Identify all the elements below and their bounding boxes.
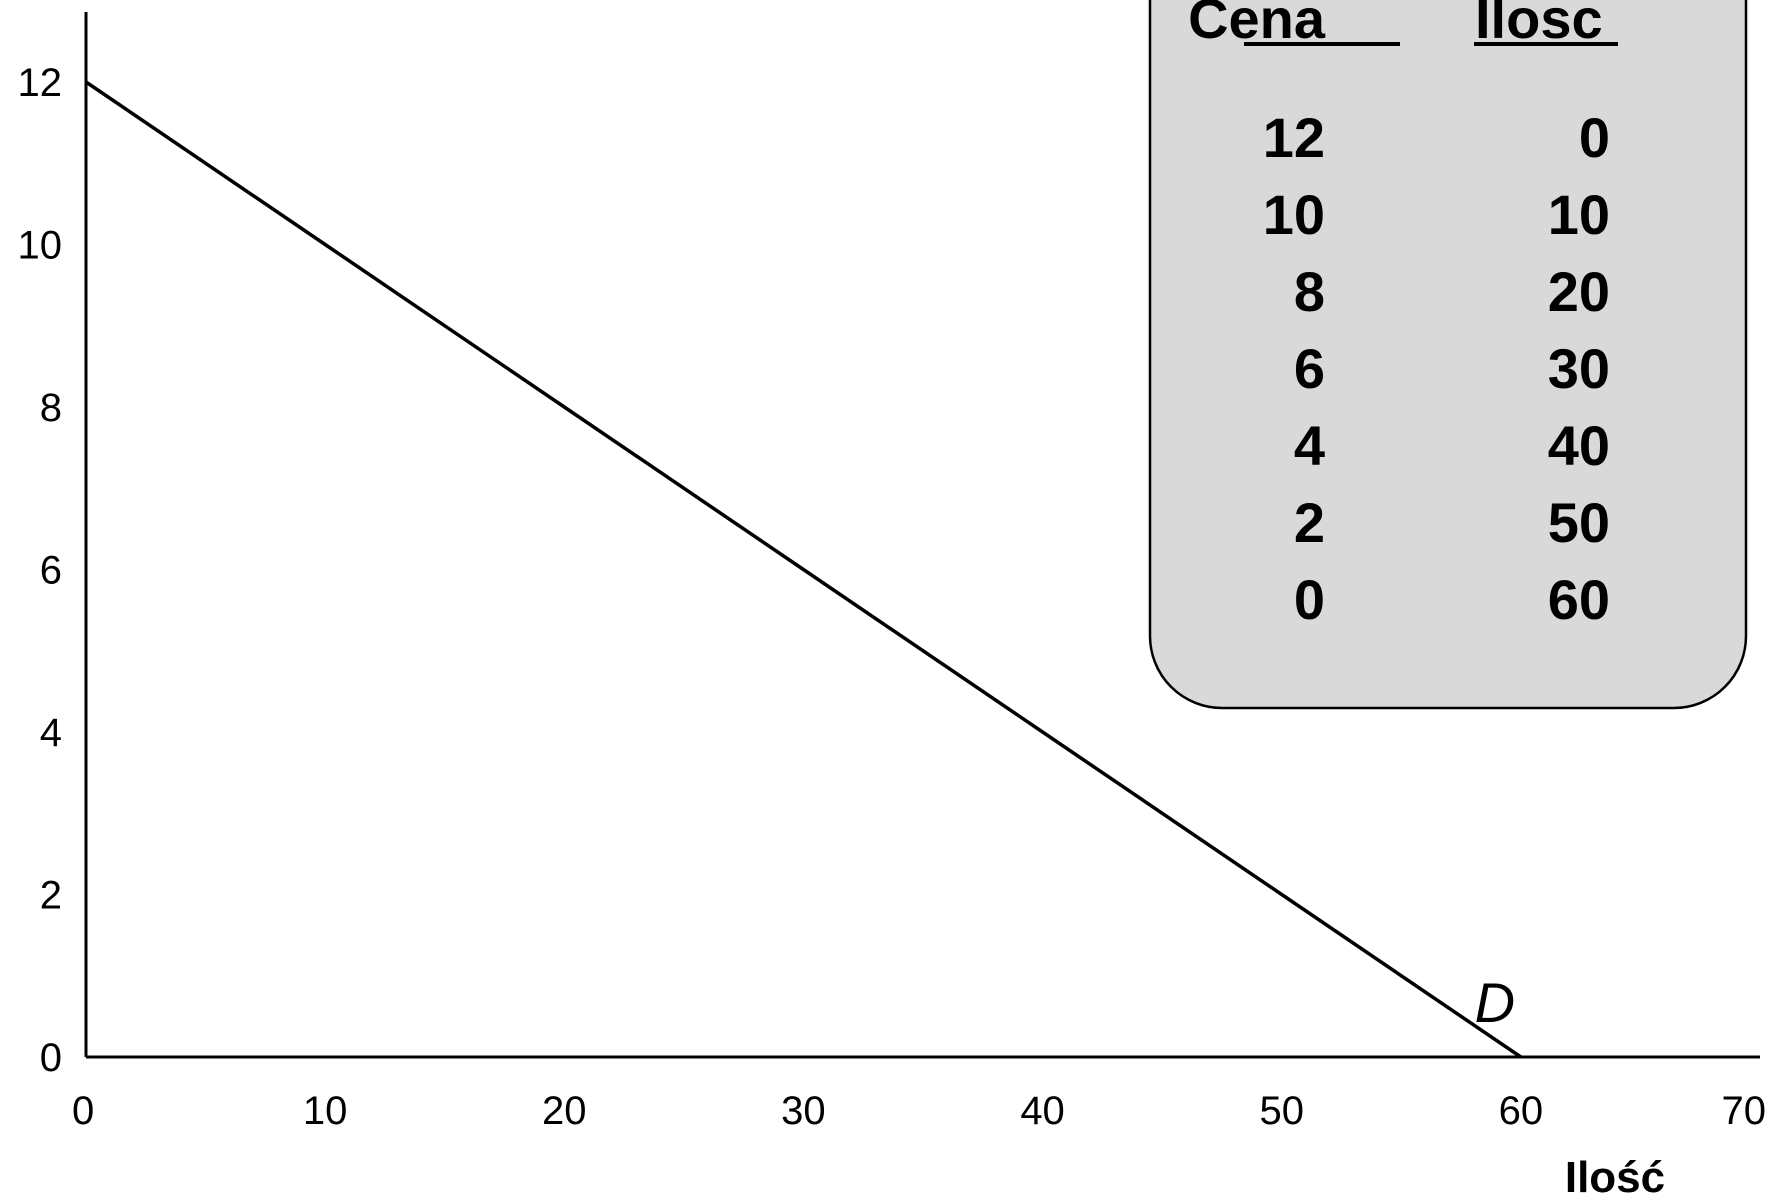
y-tick-label: 6 <box>40 549 62 593</box>
table-cell-quantity: 30 <box>1548 337 1610 400</box>
table-header-quantity: Ilosc <box>1475 0 1603 50</box>
table-cell-price: 6 <box>1294 337 1325 400</box>
table-cell-price: 0 <box>1294 568 1325 631</box>
y-tick-label: 12 <box>18 61 63 105</box>
x-tick-label: 60 <box>1499 1089 1544 1133</box>
table-cell-price: 2 <box>1294 491 1325 554</box>
x-axis-label: Ilość <box>1565 1153 1665 1200</box>
demand-curve-label: D <box>1475 971 1515 1034</box>
table-cell-quantity: 50 <box>1548 491 1610 554</box>
table-rows: 12 0 10 10 8 20 6 30 4 40 2 50 0 60 <box>1263 106 1610 631</box>
table-header-price: Cena <box>1188 0 1326 50</box>
data-table-background <box>1148 0 1748 710</box>
x-tick-label: 10 <box>303 1089 348 1133</box>
table-cell-quantity: 0 <box>1579 106 1610 169</box>
x-tick-label: 50 <box>1259 1089 1304 1133</box>
x-tick-label: 0 <box>72 1089 94 1133</box>
y-tick-label: 0 <box>40 1036 62 1080</box>
x-tick-label: 40 <box>1020 1089 1065 1133</box>
table-cell-price: 12 <box>1263 106 1325 169</box>
x-tick-label: 30 <box>781 1089 826 1133</box>
y-tick-labels: 0 2 4 6 8 10 12 <box>18 61 63 1080</box>
demand-curve-line <box>85 80 1522 1059</box>
x-tick-label: 20 <box>542 1089 587 1133</box>
table-cell-quantity: 40 <box>1548 414 1610 477</box>
table-cell-quantity: 10 <box>1548 183 1610 246</box>
table-cell-price: 10 <box>1263 183 1325 246</box>
table-cell-quantity: 60 <box>1548 568 1610 631</box>
y-tick-label: 4 <box>40 711 62 755</box>
table-cell-price: 8 <box>1294 260 1325 323</box>
x-tick-labels: 0 10 20 30 40 50 60 70 <box>72 1089 1766 1133</box>
table-cell-price: 4 <box>1294 414 1325 477</box>
x-tick-label: 70 <box>1722 1089 1767 1133</box>
y-tick-label: 2 <box>40 874 62 918</box>
axes <box>84 12 1760 1059</box>
y-tick-label: 10 <box>18 224 63 268</box>
series-group: D <box>85 80 1522 1059</box>
y-tick-label: 8 <box>40 386 62 430</box>
table-cell-quantity: 20 <box>1548 260 1610 323</box>
data-table: Cena Ilosc 12 0 10 10 8 20 6 30 4 40 2 50 0 60 <box>1148 0 1748 710</box>
